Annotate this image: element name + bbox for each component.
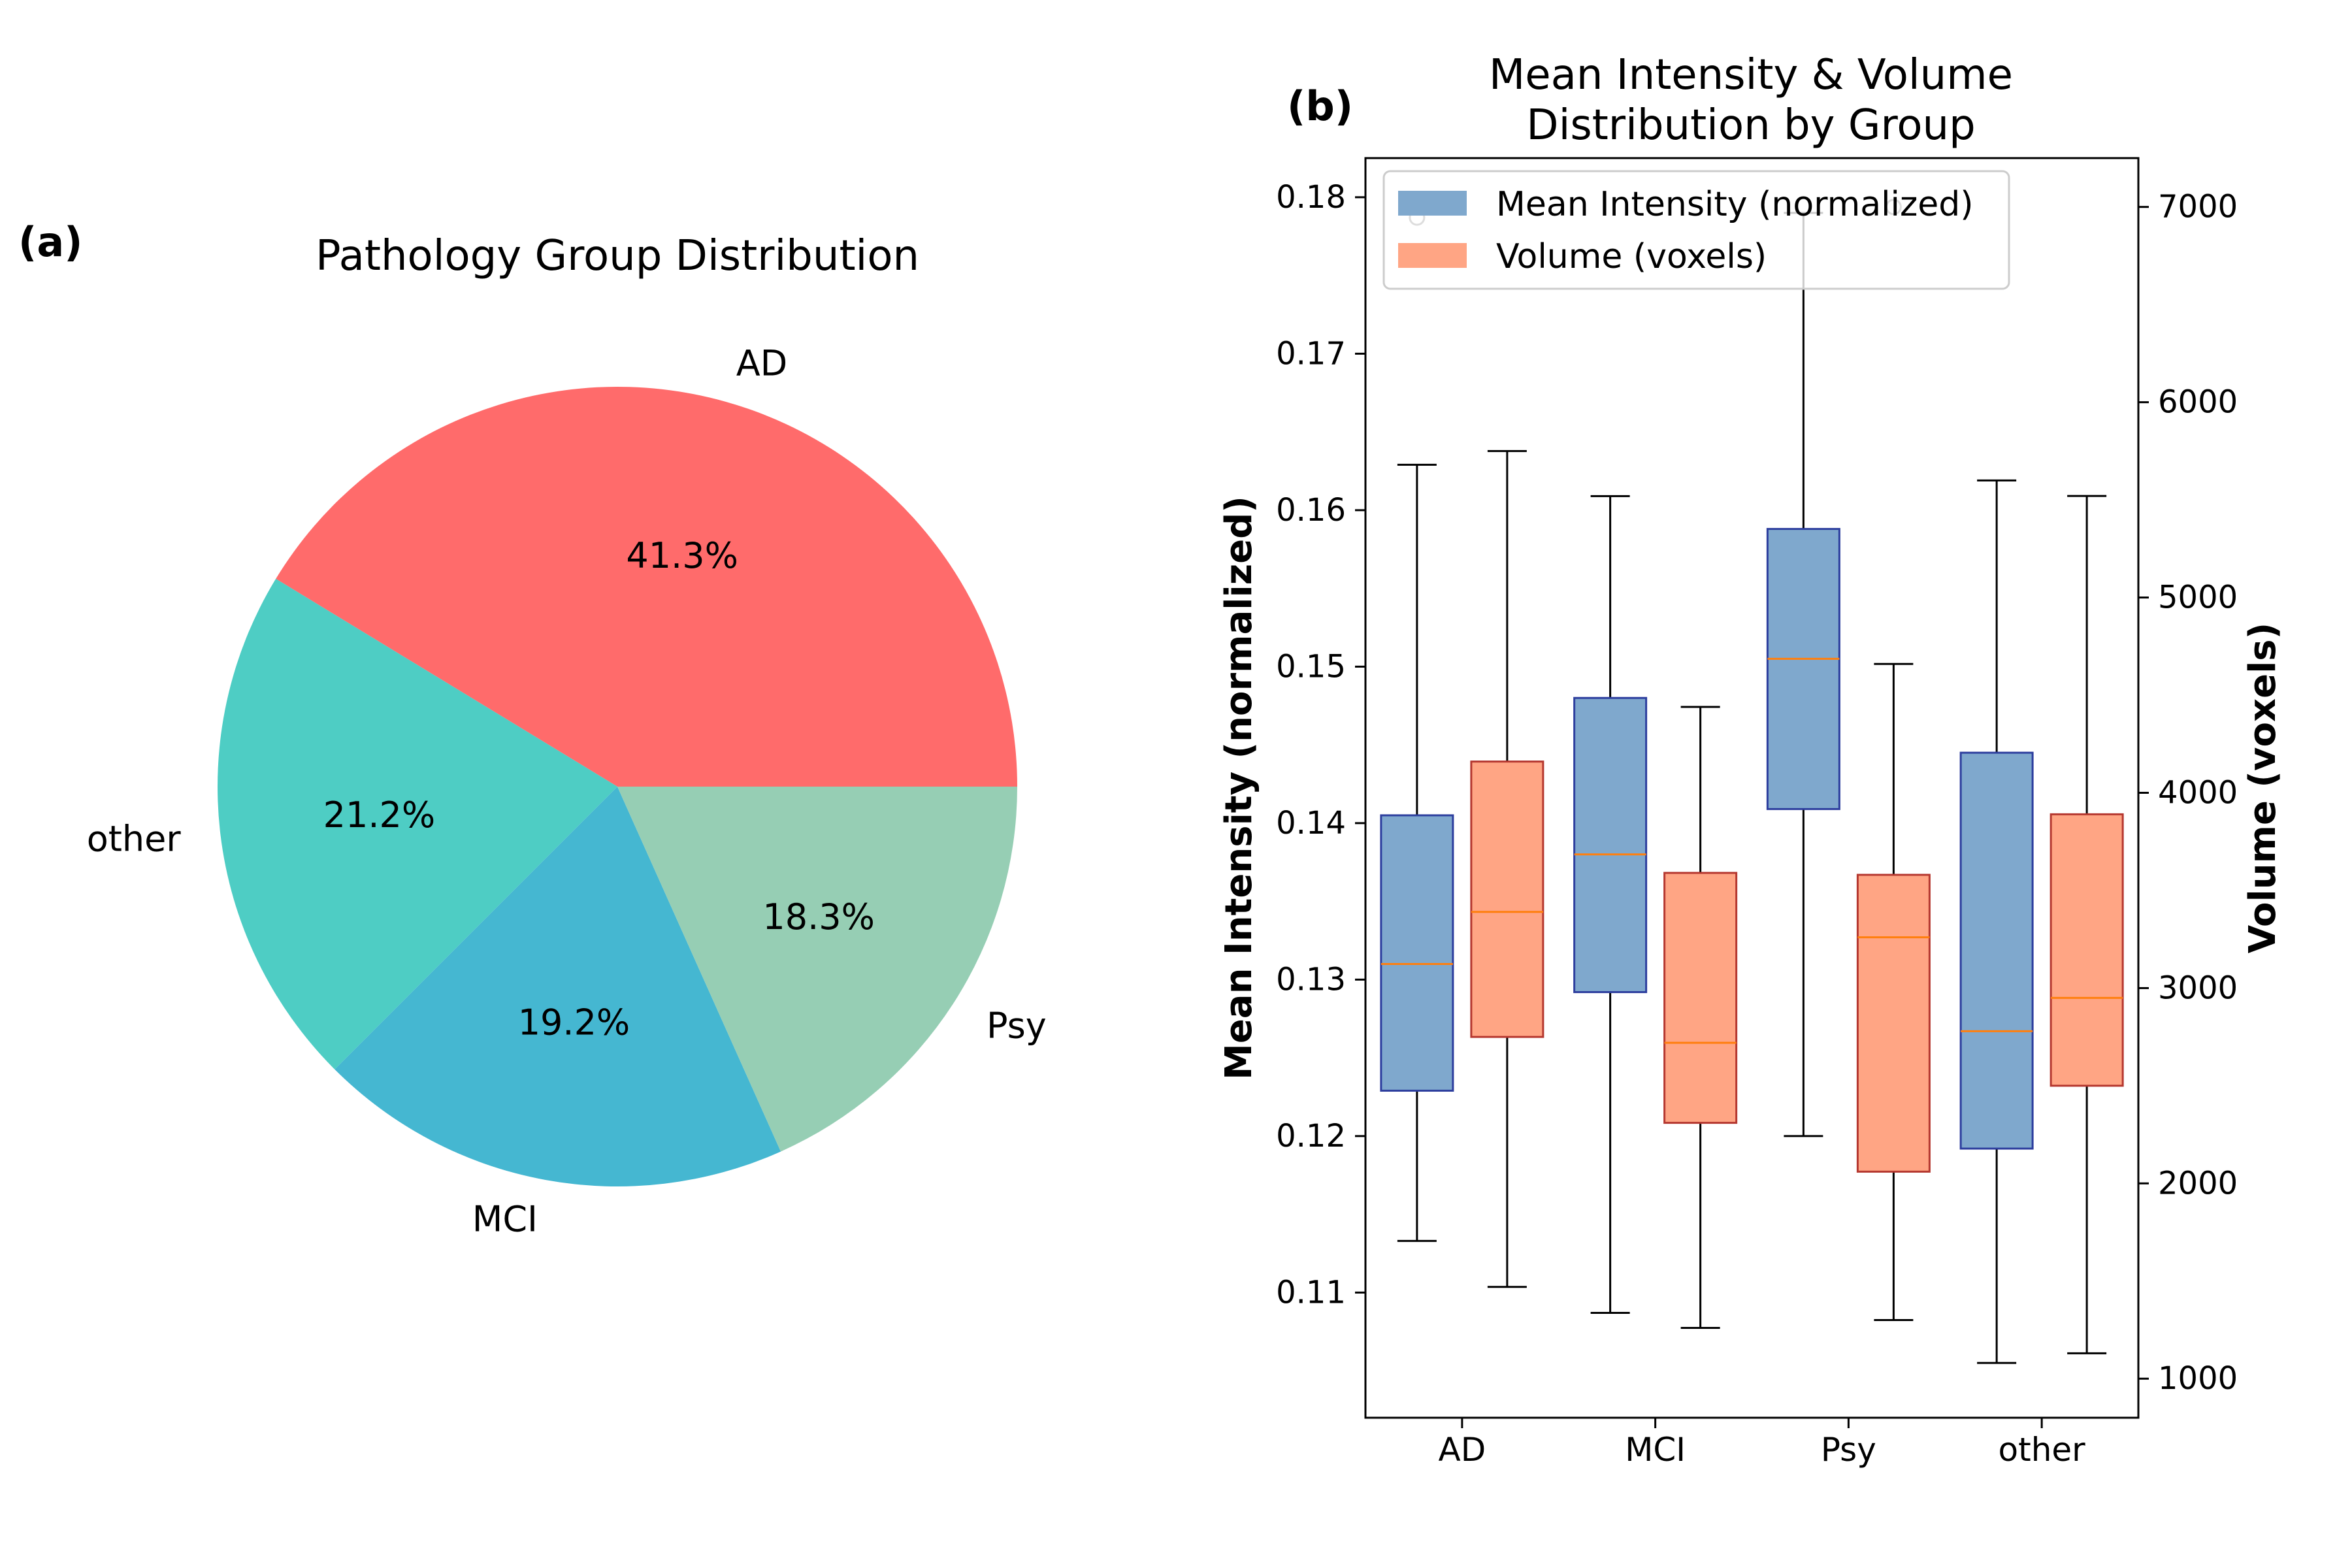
pie-chart-panel: (a) Pathology Group Distribution AD 41.3%… (18, 218, 1047, 1240)
box-iqr (1470, 760, 1544, 1038)
y2-tick-label: 7000 (2158, 189, 2238, 225)
legend-swatch-intensity (1398, 191, 1467, 216)
y-tick-label: 0.16 (1276, 492, 1346, 529)
x-tick-label-ad: AD (1439, 1431, 1486, 1469)
y-tick-label: 0.14 (1276, 805, 1346, 841)
box-iqr (1663, 872, 1738, 1124)
pie-slice-psy (617, 787, 1017, 1152)
y-axis-label: Mean Intensity (normalized) (1218, 496, 1260, 1080)
pie-pct-label-other: 21.2% (323, 794, 436, 836)
legend-entry-intensity: Mean Intensity (normalized) (1496, 185, 1974, 224)
y2-tick-label: 3000 (2158, 970, 2238, 1006)
box-marks (1380, 199, 2124, 1364)
box-title-line-2: Distribution by Group (1526, 101, 1975, 150)
box-iqr (1766, 528, 1840, 810)
x-tick-label-psy: Psy (1821, 1431, 1876, 1469)
y-tick-label: 0.17 (1276, 335, 1346, 372)
box-iqr (1573, 696, 1648, 994)
y2-tick-label: 4000 (2158, 774, 2238, 811)
box-iqr (1856, 874, 1931, 1173)
box-volume-psy (1856, 199, 1931, 1322)
pie-label-mci: MCI (472, 1199, 538, 1240)
pie-label-other: other (87, 819, 182, 860)
y-tick-label: 0.15 (1276, 648, 1346, 685)
box-title-line-1: Mean Intensity & Volume (1489, 51, 2013, 99)
legend-frame (1382, 170, 2010, 290)
pie-slices (218, 387, 1017, 1186)
box-plot-panel: (b) Mean Intensity & Volume Distribution… (1218, 51, 2284, 1469)
y-tick-label: 0.12 (1276, 1118, 1346, 1154)
box-plot-frame (1364, 157, 2140, 1419)
box-iqr (1380, 814, 1454, 1092)
pie-slice-other (218, 578, 617, 1070)
y-tick-label: 0.18 (1276, 179, 1346, 216)
pie-slice-ad (276, 387, 1017, 787)
pie-labels: AD 41.3% other 21.2% MCI 19.2% Psy 18.3% (87, 342, 1047, 1239)
pie-title: Pathology Group Distribution (316, 232, 919, 280)
x-tick-label-other: other (1999, 1431, 2086, 1469)
box-volume-other (2050, 495, 2124, 1354)
y2-tick-label: 1000 (2158, 1360, 2238, 1397)
y-tick-label: 0.11 (1276, 1274, 1346, 1311)
pie-slice-mci (335, 787, 781, 1186)
legend-entry-volume: Volume (voxels) (1496, 237, 1767, 276)
pie-pct-label-ad: 41.3% (626, 535, 738, 576)
box-intensity-other (1959, 479, 2034, 1364)
legend-swatch-volume (1398, 243, 1467, 268)
panel-label-a: (a) (18, 218, 83, 266)
box-axes-ticks: 0.11 0.12 0.13 0.14 0.15 0.16 0.17 0.18 1000 2000… (1276, 179, 2238, 1469)
box-volume-mci (1663, 706, 1738, 1329)
pie-pct-label-psy: 18.3% (762, 896, 875, 938)
box-volume-ad (1470, 449, 1544, 1288)
y2-tick-label: 5000 (2158, 580, 2238, 616)
panel-label-b: (b) (1287, 82, 1353, 130)
y2-tick-label: 6000 (2158, 384, 2238, 421)
box-intensity-psy (1766, 212, 1840, 1137)
pie-pct-label-mci: 19.2% (518, 1002, 630, 1043)
pie-label-psy: Psy (987, 1005, 1047, 1047)
y-tick-label: 0.13 (1276, 961, 1346, 998)
x-tick-label-mci: MCI (1625, 1431, 1686, 1469)
box-intensity-ad (1380, 209, 1454, 1242)
box-iqr (1959, 751, 2034, 1150)
y2-axis-label: Volume (voxels) (2242, 623, 2284, 953)
y2-tick-label: 2000 (2158, 1165, 2238, 1201)
box-iqr (2050, 813, 2124, 1087)
pie-label-ad: AD (736, 342, 788, 384)
legend: Mean Intensity (normalized) Volume (voxe… (1382, 170, 2010, 290)
box-intensity-mci (1573, 495, 1648, 1315)
